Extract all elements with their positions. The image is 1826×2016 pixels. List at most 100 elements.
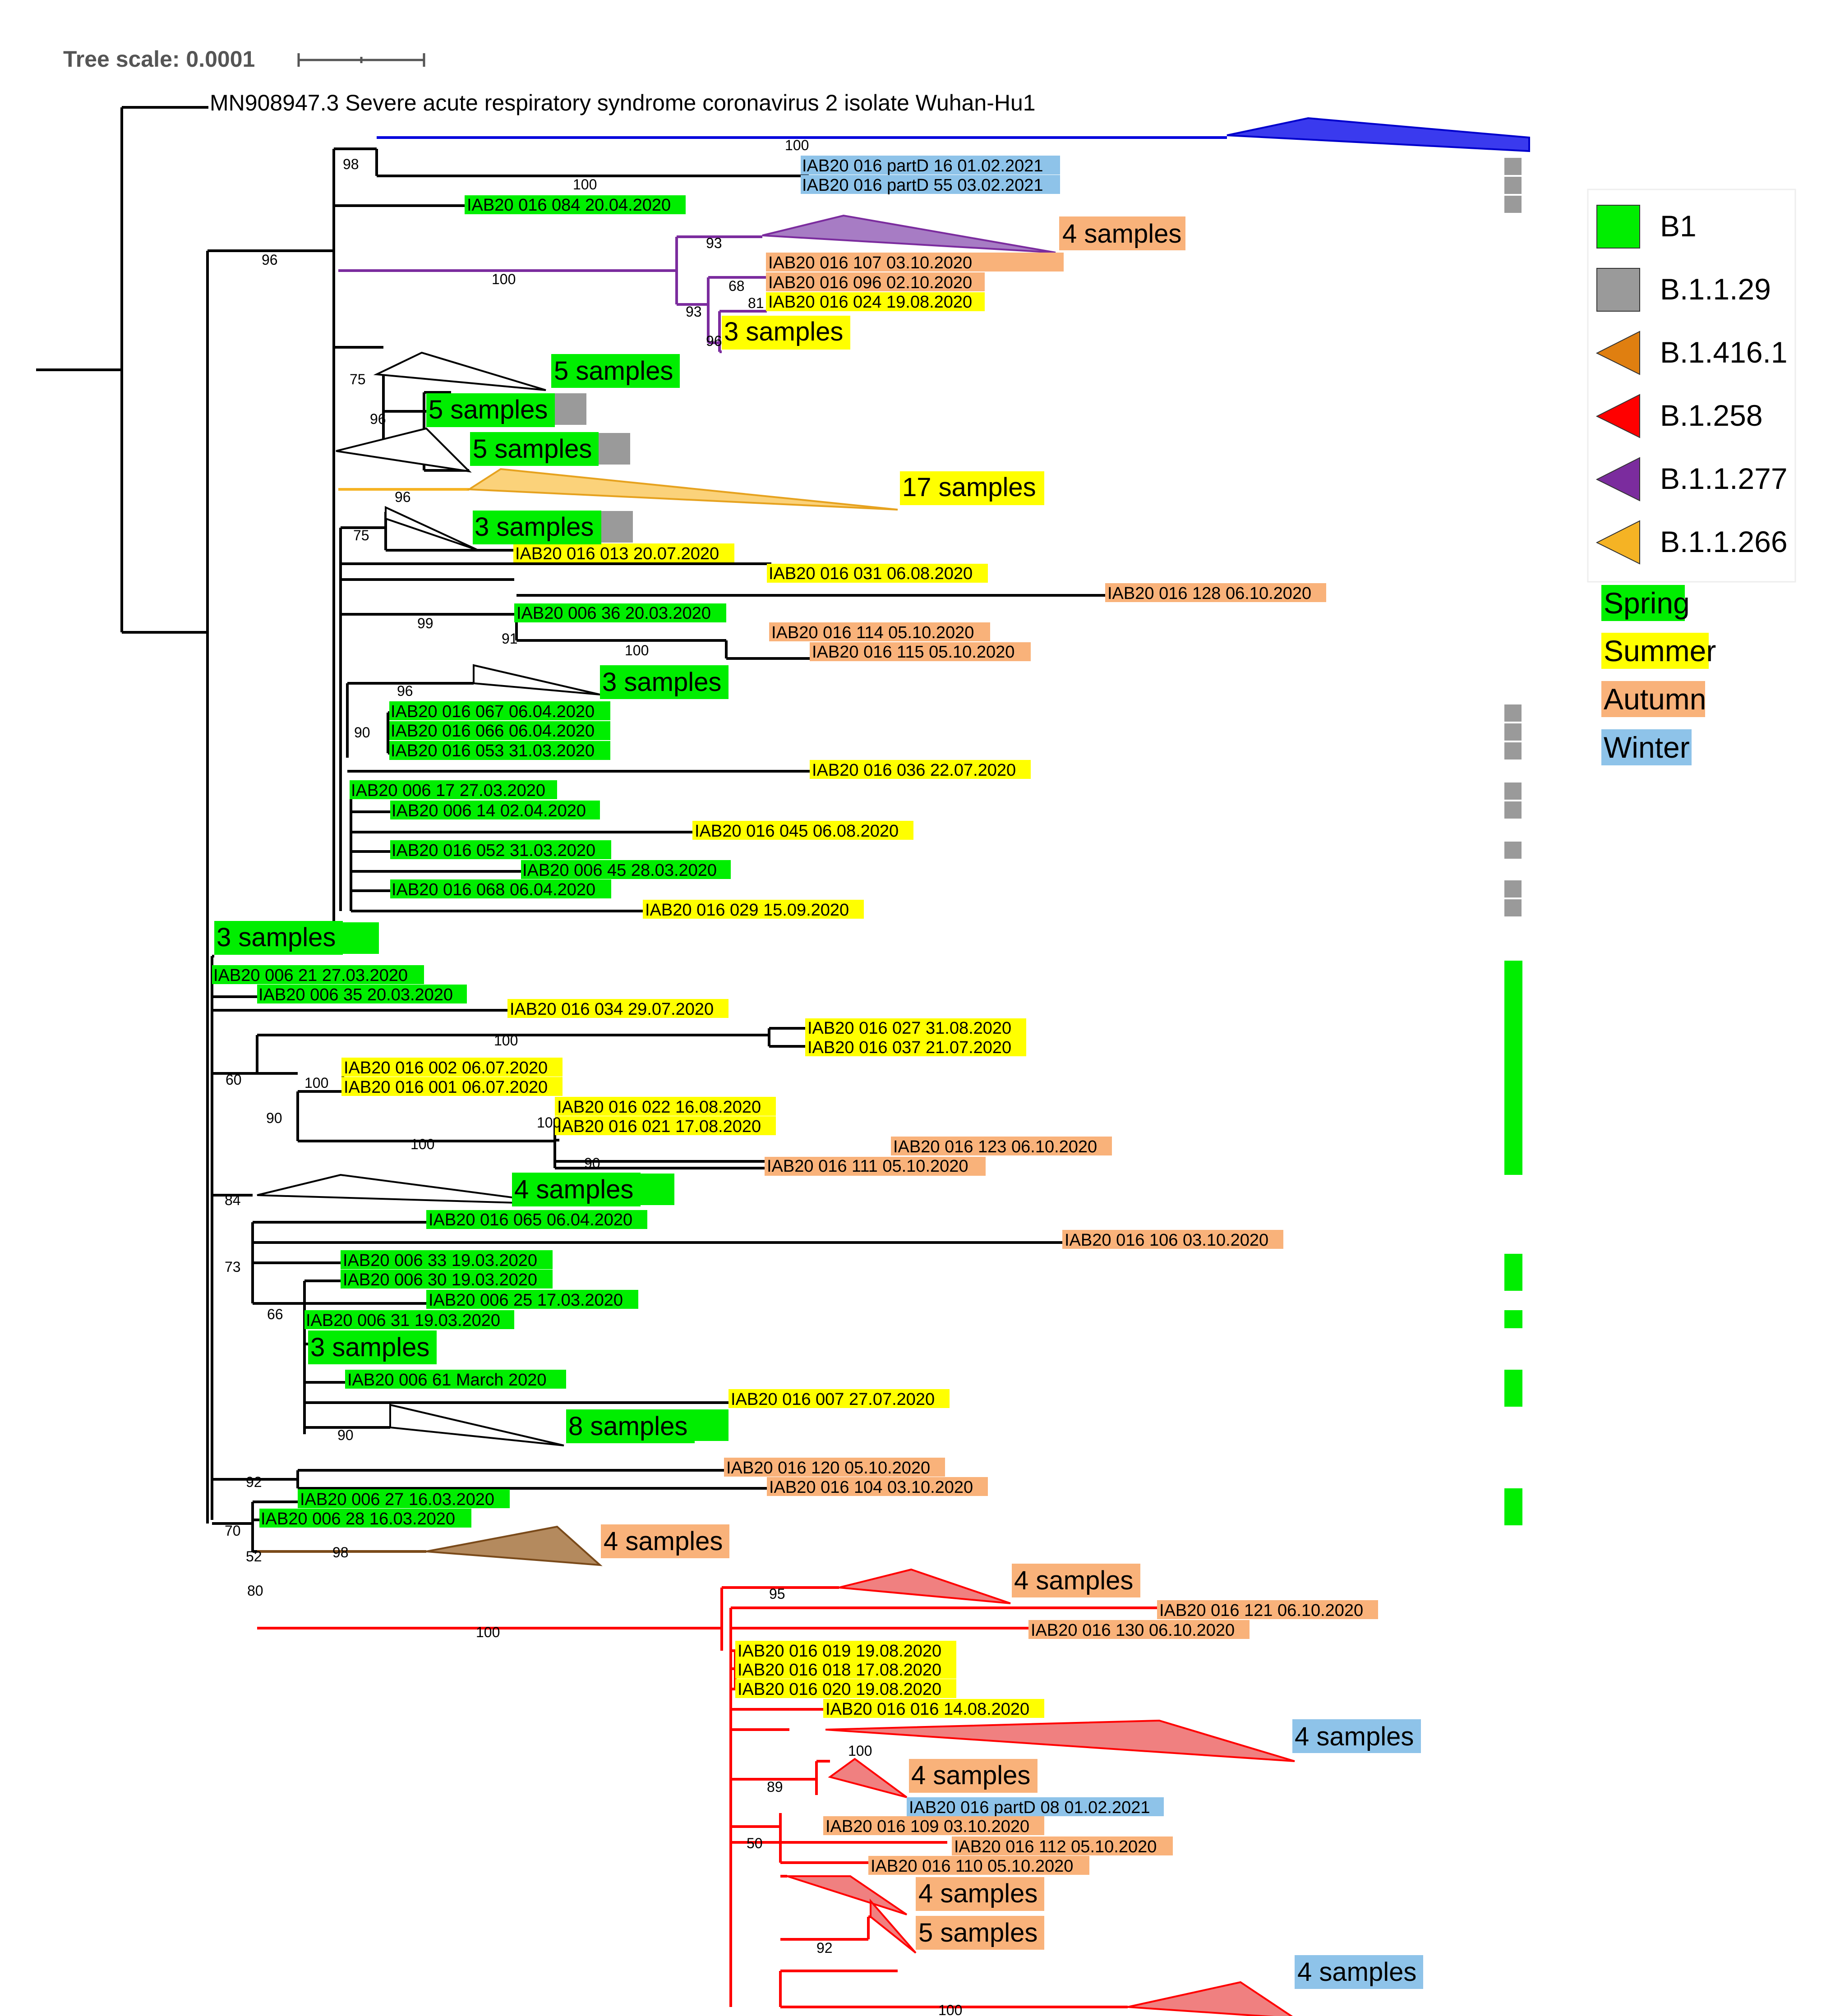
support-value: 91 [502, 631, 518, 647]
clade-label: 4 samples [604, 1527, 723, 1556]
legend-box [1587, 189, 1796, 583]
collapsed-clade-blue [1227, 117, 1530, 152]
leaf-label: IAB20 016 121 06.10.2020 [1159, 1601, 1363, 1620]
support-value: 99 [417, 615, 433, 631]
leaf-label: IAB20 016 104 03.10.2020 [769, 1478, 973, 1497]
legend-label: B.1.1.29 [1660, 272, 1771, 306]
legend-item-b14161: B.1.416.1 [1595, 331, 1788, 375]
leaf-label: IAB20 016 106 03.10.2020 [1065, 1231, 1268, 1250]
leaf-label: IAB20 016 partD 08 01.02.2021 [909, 1798, 1150, 1817]
support-value: 100 [304, 1075, 328, 1091]
leaf-label: IAB20 006 27 16.03.2020 [300, 1490, 494, 1509]
leaf-label: IAB20 016 109 03.10.2020 [825, 1817, 1029, 1836]
collapsed-clade-purple [762, 214, 1056, 253]
leaf-label: IAB20 016 045 06.08.2020 [695, 822, 899, 841]
legend-item-b11277: B.1.1.277 [1595, 457, 1788, 502]
leaf-label: IAB20 016 partD 16 01.02.2021 [802, 156, 1043, 175]
leaf-label: IAB20 016 130 06.10.2020 [1031, 1621, 1235, 1640]
leaf-label: IAB20 016 096 02.10.2020 [768, 273, 972, 292]
support-value: 96 [395, 489, 411, 505]
collapsed-clades [257, 117, 1530, 2016]
leaf-label: IAB20 006 61 March 2020 [347, 1371, 547, 1390]
leaf-label: IAB20 016 024 19.08.2020 [768, 293, 972, 312]
leaf-label: IAB20 006 17 27.03.2020 [351, 781, 545, 800]
clade-branches [257, 136, 1227, 2008]
clade-label: 5 samples [429, 395, 548, 424]
tree-scale: Tree scale: 0.0001 [63, 46, 425, 72]
leaf-label: IAB20 016 107 03.10.2020 [768, 253, 972, 272]
leaf-label: IAB20 016 031 06.08.2020 [769, 564, 973, 583]
clade-label: 3 samples [475, 512, 594, 542]
support-value: 100 [410, 1136, 434, 1152]
support-value: 92 [246, 1474, 262, 1490]
support-value: 96 [706, 333, 722, 349]
leaf-label: IAB20 016 013 20.07.2020 [515, 544, 719, 563]
leaf-label: IAB20 016 123 06.10.2020 [893, 1137, 1097, 1156]
leaf-label: IAB20 016 034 29.07.2020 [510, 1000, 714, 1019]
leaf-label: IAB20 006 36 20.03.2020 [516, 604, 711, 623]
support-value: 75 [350, 371, 366, 387]
support-value: 98 [332, 1544, 349, 1560]
leaf-label: IAB20 016 016 14.08.2020 [825, 1700, 1029, 1719]
legend-item-b1129: B.1.1.29 [1596, 268, 1771, 312]
season-label-autumn: Autumn [1604, 682, 1706, 716]
leaf-label: IAB20 006 35 20.03.2020 [258, 985, 453, 1004]
clade-label: 17 samples [902, 473, 1036, 502]
clade-label: 4 samples [1014, 1566, 1133, 1595]
leaf-label: IAB20 016 001 06.07.2020 [344, 1078, 548, 1097]
leaf-label: IAB20 016 084 20.04.2020 [467, 196, 671, 215]
clade-label: 5 samples [918, 1918, 1038, 1947]
leaf-label: IAB20 006 30 19.03.2020 [343, 1270, 537, 1289]
support-value: 84 [225, 1192, 241, 1208]
support-value: 90 [354, 724, 370, 741]
support-value: 100 [938, 2002, 962, 2016]
clade-label: 3 samples [217, 923, 336, 952]
clade-label: 4 samples [911, 1761, 1030, 1790]
collapsed-clade-red-2 [825, 1719, 1295, 1762]
leaf-label: IAB20 016 067 06.04.2020 [391, 702, 595, 721]
support-value: 100 [476, 1624, 500, 1640]
support-value: 100 [494, 1032, 518, 1049]
support-value: 96 [397, 683, 413, 699]
legend-label: B.1.416.1 [1660, 336, 1788, 369]
leaf-label: IAB20 016 020 19.08.2020 [738, 1680, 941, 1699]
clade-label: 3 samples [310, 1333, 429, 1362]
collapsed-clade-1 [373, 351, 546, 391]
legend-label: B.1.258 [1660, 399, 1763, 432]
support-value: 96 [262, 252, 278, 268]
season-label-winter: Winter [1604, 731, 1690, 764]
leaf-label: IAB20 006 31 19.03.2020 [306, 1311, 500, 1330]
support-value: 96 [370, 411, 386, 427]
leaf-label: IAB20 006 45 28.03.2020 [522, 861, 717, 880]
support-value: 90 [266, 1110, 282, 1126]
leaf-label: IAB20 016 110 05.10.2020 [871, 1857, 1073, 1876]
tree-scale-bar [297, 53, 425, 67]
leaf-label: IAB20 016 114 05.10.2020 [771, 623, 974, 642]
leaf-label: IAB20 016 112 05.10.2020 [954, 1837, 1157, 1856]
leaf-label: IAB20 006 33 19.03.2020 [343, 1251, 537, 1270]
support-value: 98 [343, 156, 359, 172]
clade-label: 4 samples [1297, 1957, 1416, 1987]
root-leaf-label: MN908947.3 Severe acute respiratory synd… [210, 90, 1036, 115]
collapsed-clade-2 [336, 427, 472, 473]
clade-label: 3 samples [602, 667, 721, 697]
leaf-label: IAB20 016 052 31.03.2020 [392, 841, 595, 860]
support-value: 92 [816, 1940, 833, 1956]
leaf-label: IAB20 016 022 16.08.2020 [557, 1098, 761, 1117]
support-value: 93 [706, 235, 722, 251]
leaf-label: IAB20 016 115 05.10.2020 [812, 643, 1014, 662]
legend-item-b1: B1 [1596, 205, 1697, 249]
legend-label: B1 [1660, 209, 1697, 243]
collapsed-clade-red-4 [787, 1875, 908, 1915]
purple-clade-branch [338, 235, 767, 353]
leaf-label: IAB20 016 120 05.10.2020 [726, 1459, 930, 1477]
leaf-label: IAB20 016 002 06.07.2020 [344, 1059, 548, 1077]
leaf-label: IAB20 016 037 21.07.2020 [807, 1038, 1011, 1057]
collapsed-clade-red-6 [1127, 1981, 1293, 2016]
support-value: 100 [537, 1114, 561, 1131]
support-value: 66 [267, 1306, 283, 1322]
leaf-label: IAB20 016 065 06.04.2020 [429, 1211, 632, 1229]
support-value: 100 [785, 137, 809, 153]
leaf-label: IAB20 016 128 06.10.2020 [1107, 584, 1311, 603]
